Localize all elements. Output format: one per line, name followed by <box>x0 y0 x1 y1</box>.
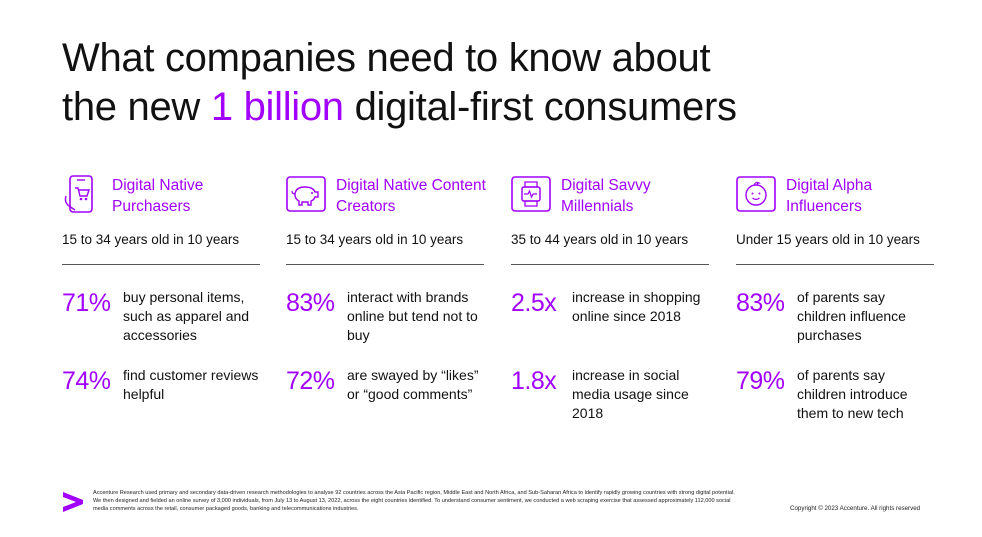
page-title: What companies need to know about the ne… <box>62 34 942 132</box>
segment-digital-native-purchasers: Digital Native Purchasers 15 to 34 years… <box>62 170 262 430</box>
segment-age: 35 to 44 years old in 10 years <box>511 232 689 247</box>
segment-title: Digital Alpha Influencers <box>786 177 873 215</box>
stat-description: of parents say children influence purcha… <box>797 289 906 343</box>
phone-cart-icon <box>64 175 93 213</box>
divider <box>736 264 934 265</box>
segment-title: Digital Native Purchasers <box>112 177 204 215</box>
divider <box>511 264 709 265</box>
smartwatch-icon <box>511 176 551 212</box>
stat-value: 71% <box>62 289 111 317</box>
segment-age: Under 15 years old in 10 years <box>736 232 920 247</box>
stat-value: 83% <box>736 289 785 317</box>
segment-digital-savvy-millennials: Digital Savvy Millennials 35 to 44 years… <box>511 170 711 430</box>
segment-age: 15 to 34 years old in 10 years <box>62 232 240 247</box>
divider <box>62 264 260 265</box>
title-line-2: the new 1 billion digital-first consumer… <box>62 83 942 132</box>
stat-value: 1.8x <box>511 367 557 395</box>
stat-value: 2.5x <box>511 289 557 317</box>
title-line-1: What companies need to know about <box>62 36 711 80</box>
methodology-note: Accenture Research used primary and seco… <box>93 490 735 513</box>
stat-description: increase in shopping online since 2018 <box>572 289 701 324</box>
segment-title: Digital Native Content Creators <box>336 177 486 215</box>
stat-description: increase in social media usage since 201… <box>572 367 689 421</box>
segment-title: Digital Savvy Millennials <box>561 177 651 215</box>
stat-description: buy personal items, such as apparel and … <box>123 289 250 343</box>
stat-value: 83% <box>286 289 335 317</box>
segment-digital-native-content-creators: Digital Native Content Creators 15 to 34… <box>286 170 486 430</box>
piggy-bank-icon <box>286 176 326 212</box>
title-highlight: 1 billion <box>210 85 344 129</box>
segment-digital-alpha-influencers: Digital Alpha Influencers Under 15 years… <box>736 170 936 430</box>
stat-value: 72% <box>286 367 335 395</box>
segment-age: 15 to 34 years old in 10 years <box>286 232 464 247</box>
stat-description: of parents say children introduce them t… <box>797 367 908 421</box>
copyright: Copyright © 2023 Accenture. All rights r… <box>790 505 921 512</box>
stat-description: interact with brands online but tend not… <box>347 289 478 343</box>
stat-description: find customer reviews helpful <box>123 367 259 402</box>
baby-face-icon <box>736 176 776 212</box>
title-line-2-post: digital-first consumers <box>343 85 737 129</box>
accenture-chevron-icon <box>63 492 83 512</box>
divider <box>286 264 484 265</box>
stat-value: 79% <box>736 367 785 395</box>
stat-value: 74% <box>62 367 111 395</box>
stat-description: are swayed by “likes” or “good comments” <box>347 367 479 402</box>
title-line-2-pre: the new <box>62 85 211 129</box>
